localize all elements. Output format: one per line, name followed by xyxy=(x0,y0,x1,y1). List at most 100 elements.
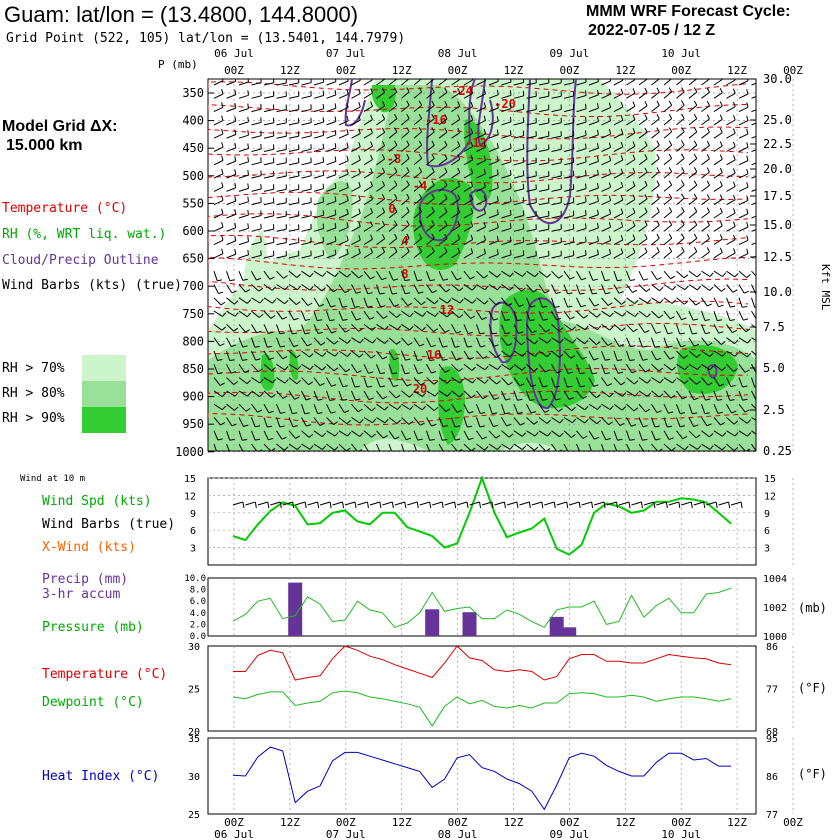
wind-barb xyxy=(276,324,285,335)
wind-barb-flag xyxy=(693,140,698,146)
wind-barb xyxy=(576,79,587,86)
wind-barb-flag xyxy=(722,272,727,277)
wind-barb-flag xyxy=(496,236,499,242)
wind-barb-shaft xyxy=(513,188,524,192)
wind-barb-shaft xyxy=(513,228,524,232)
wind-barb xyxy=(276,270,288,279)
wind-barb-flag xyxy=(258,287,264,292)
wind-barb-flag xyxy=(334,236,337,242)
wind-barb-flag xyxy=(718,304,724,308)
wind-barb xyxy=(576,130,587,139)
wind-barb xyxy=(676,297,689,305)
wind-barb-shaft xyxy=(388,297,395,307)
wind-barb xyxy=(363,337,377,344)
wind-barb-shaft xyxy=(613,106,624,113)
legend-rh90: RH > 90% xyxy=(2,411,65,426)
wind-barb-shaft xyxy=(676,377,685,384)
wind-barb-shaft xyxy=(488,147,499,152)
wind-barb-shaft xyxy=(276,350,284,360)
wind-barb-flag xyxy=(468,411,474,414)
wind-barb-shaft xyxy=(751,297,756,308)
pressure-tick-label: 1000 xyxy=(175,445,204,459)
wind-barb-shaft xyxy=(388,158,398,166)
wind-barb-flag xyxy=(585,183,587,189)
wind-barb-shaft xyxy=(476,350,484,359)
wind-barb-flag xyxy=(719,101,723,107)
wind-barb-flag xyxy=(709,352,714,357)
wind-barb xyxy=(476,310,487,320)
wind-barb-flag xyxy=(572,418,577,424)
wind-barb-flag xyxy=(646,392,652,397)
wind-barb-flag xyxy=(592,292,598,295)
wind-barb-flag xyxy=(642,345,648,348)
wind-barb-flag xyxy=(247,223,249,229)
wind-barb-shaft xyxy=(751,310,756,320)
wind-barb-shaft xyxy=(313,254,324,259)
wind-barb xyxy=(388,100,398,112)
wind-barb xyxy=(376,430,388,439)
wind-barb xyxy=(438,140,448,152)
wind-barb xyxy=(563,104,575,113)
wind-barb-shaft xyxy=(638,324,646,333)
wind-barb xyxy=(276,237,287,246)
wind-barb xyxy=(751,377,756,388)
wind-barb-shaft xyxy=(751,229,756,232)
wind-barb-flag xyxy=(632,114,636,120)
wind-barb xyxy=(476,115,486,126)
wind-barb xyxy=(338,142,349,152)
wind-barb-shaft xyxy=(576,270,582,281)
wind-barb-shaft xyxy=(338,213,349,219)
wind-barb-flag xyxy=(509,365,514,371)
wind-barb-shaft xyxy=(313,297,320,307)
wind-barb-flag xyxy=(732,289,738,293)
wind-barb xyxy=(401,193,410,206)
wind-barb-flag xyxy=(346,419,351,425)
wind-barb-shaft xyxy=(338,377,344,387)
wind-barb-shaft xyxy=(488,187,499,192)
wind-barb-flag xyxy=(645,288,651,293)
kft-tick-label: 10.0 xyxy=(763,285,792,299)
wind-barb-flag xyxy=(608,129,612,135)
wind-barb xyxy=(638,180,648,192)
wind-barb-shaft xyxy=(701,404,706,414)
wind-barb-shaft xyxy=(238,443,244,451)
wind-barb xyxy=(601,443,605,451)
surface-wind-barb xyxy=(618,501,631,509)
wind-barb xyxy=(501,249,512,259)
wind-barb-shaft xyxy=(538,417,548,424)
wind-barb xyxy=(588,337,601,346)
wind-barb-shaft xyxy=(663,144,673,152)
wind-tick-right: 6 xyxy=(764,526,770,537)
wind-barb-shaft xyxy=(326,430,336,437)
wind-barb xyxy=(501,90,512,99)
wind-barb-shaft xyxy=(713,270,723,277)
wind-barb xyxy=(488,284,502,291)
wind-barb xyxy=(476,270,489,279)
wind-barb-flag xyxy=(668,167,673,172)
wind-barb-shaft xyxy=(313,188,324,192)
wind-barb-shaft xyxy=(226,403,235,411)
wind-barb-shaft xyxy=(513,297,520,307)
wind-barb-shaft xyxy=(251,82,262,86)
wind-barb-flag xyxy=(679,332,685,335)
wind-barb-shaft xyxy=(588,364,593,374)
wind-barb-shaft xyxy=(476,253,486,259)
wind-barb xyxy=(338,430,352,437)
wind-barb-flag xyxy=(734,431,739,437)
wind-barb-flag xyxy=(647,299,652,304)
wind-barb xyxy=(426,271,435,282)
wind-barb-shaft xyxy=(726,430,736,437)
wind-barb-flag xyxy=(746,248,749,254)
wind-barb xyxy=(388,247,398,259)
wind-barb xyxy=(288,144,300,152)
wind-barb xyxy=(301,377,313,386)
wind-barb xyxy=(576,143,587,152)
wind-barb xyxy=(626,181,636,192)
wind-barb xyxy=(663,270,676,280)
wind-barb-shaft xyxy=(663,403,669,414)
wind-barb-flag xyxy=(406,140,410,146)
wind-barb-flag xyxy=(230,371,236,374)
wind-barb xyxy=(351,79,361,86)
wind-barb xyxy=(388,207,398,219)
rh80-area xyxy=(208,85,756,451)
